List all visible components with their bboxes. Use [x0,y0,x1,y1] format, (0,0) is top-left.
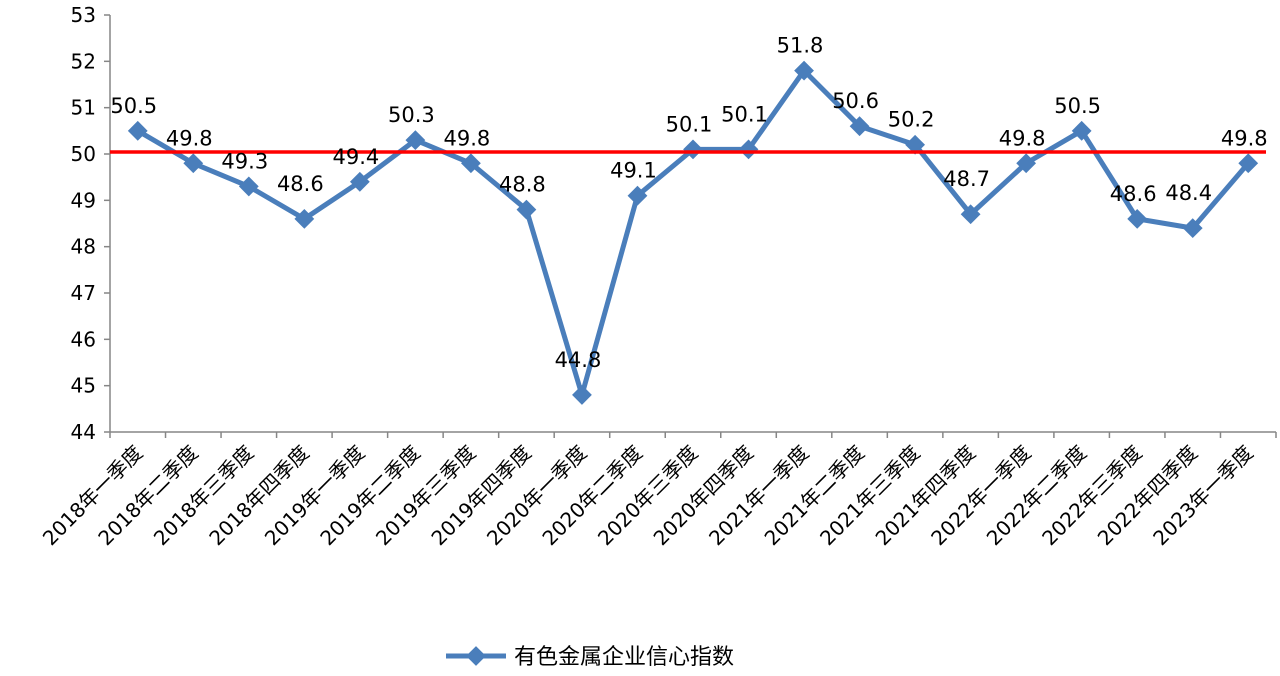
y-tick-label: 49 [71,188,96,212]
data-label: 48.8 [499,173,546,197]
y-tick-label: 48 [71,235,96,259]
data-label: 50.1 [721,102,768,126]
y-tick-label: 46 [71,327,96,351]
data-label: 49.8 [444,126,491,150]
legend: 有色金属企业信心指数 [446,645,734,670]
legend-swatch-marker [466,646,486,666]
data-label: 48.4 [1165,181,1212,205]
y-tick-label: 45 [71,374,96,398]
data-label: 50.5 [1054,94,1101,118]
y-tick-label: 50 [71,142,96,166]
data-point-marker [1238,153,1259,174]
data-labels-group: 50.5 49.8 49.3 48.6 49.4 50.3 49.8 48.8 44.8 49.1… [110,34,1267,372]
data-point-marker [294,208,315,229]
data-point-marker [1127,208,1148,229]
data-label: 49.1 [610,159,657,183]
data-label: 50.5 [110,94,157,118]
data-label: 49.3 [221,149,268,173]
x-tick-label: 2023年一季度 [1148,441,1258,551]
data-label: 48.6 [1110,182,1157,206]
data-label: 48.7 [943,167,990,191]
data-label: 50.2 [888,108,935,132]
data-label: 50.1 [666,112,713,136]
data-point-marker [183,153,204,174]
data-label: 49.8 [999,126,1046,150]
x-axis: 2018年一季度2018年二季度2018年三季度2018年四季度2019年一季度… [38,431,1277,551]
data-point-marker [1071,120,1092,141]
data-label: 51.8 [777,34,824,58]
data-label: 49.8 [166,126,213,150]
y-axis: 44 45 46 47 48 49 50 51 52 53 [71,3,111,444]
data-label: 50.3 [388,103,435,127]
y-tick-label: 44 [71,420,96,444]
data-point-marker [127,120,148,141]
data-point-marker [349,171,370,192]
data-label: 48.6 [277,172,324,196]
y-tick-label: 53 [71,3,96,27]
data-point-marker [238,176,259,197]
data-label: 44.8 [555,348,602,372]
y-tick-label: 52 [71,49,96,73]
legend-label: 有色金属企业信心指数 [514,645,734,670]
y-tick-label: 47 [71,281,96,305]
y-tick-label: 51 [71,96,96,120]
data-point-marker [1182,218,1203,239]
data-point-marker [405,130,426,150]
data-label: 49.8 [1221,126,1268,150]
data-label: 50.6 [832,89,879,113]
data-point-marker [572,385,592,405]
data-point-marker [461,153,481,174]
data-label: 49.4 [332,145,379,169]
